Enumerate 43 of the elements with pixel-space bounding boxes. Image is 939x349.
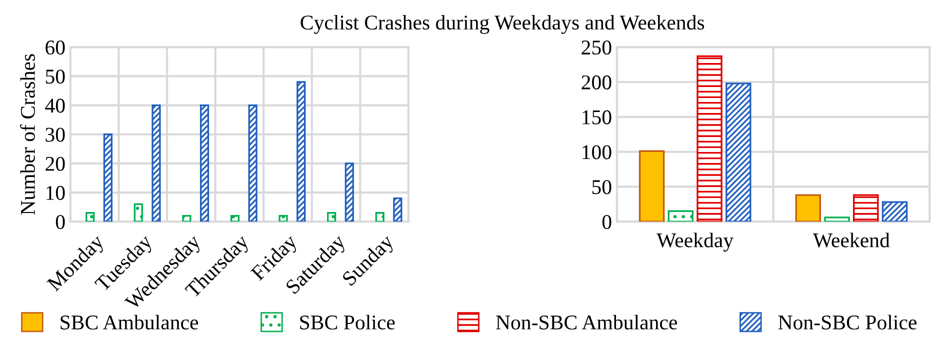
x-tick-label: Weekday [656,232,734,252]
bar [726,82,752,222]
bar [393,198,402,222]
bar [853,194,879,222]
bar [182,214,192,222]
y-tick-label: 200 [582,75,612,90]
bar [296,81,306,222]
y-tick-label: 100 [582,145,612,160]
bar [248,104,258,222]
bar [824,216,850,222]
y-axis-title: Number of Crashes [20,54,35,215]
bar [134,203,143,222]
bar [278,214,288,222]
bar [103,134,112,222]
bar [795,194,822,222]
bar [882,201,908,222]
bar [230,214,240,222]
legend-label: SBC Police [300,314,395,330]
bar [86,212,95,222]
y-tick-label: 60 [46,40,65,55]
y-tick-label: 150 [582,110,612,124]
legend-label: Non-SBC Ambulance [496,314,677,330]
text: Cyclist Crashes during Weekdays and Weekends [300,14,704,34]
bar [344,162,354,222]
bar [327,212,336,222]
y-tick-label: 10 [46,186,65,200]
y-tick-label: 40 [45,98,65,113]
y-tick-label: 50 [46,70,65,84]
legend-label: Non-SBC Police [778,314,916,330]
bar [668,210,694,222]
x-tick-label: Weekend [812,232,890,248]
bar [200,104,210,222]
bar [696,55,722,222]
y-tick-label: 0 [56,214,65,230]
y-tick-label: 30 [46,128,65,142]
bar [638,150,665,222]
legend-label: SBC Ambulance [60,314,198,330]
y-tick-label: 50 [592,180,612,194]
y-tick-label: 250 [582,40,612,55]
bar [375,212,384,222]
bar [152,104,161,222]
y-tick-label: 20 [46,156,65,171]
y-tick-label: 0 [602,214,612,230]
